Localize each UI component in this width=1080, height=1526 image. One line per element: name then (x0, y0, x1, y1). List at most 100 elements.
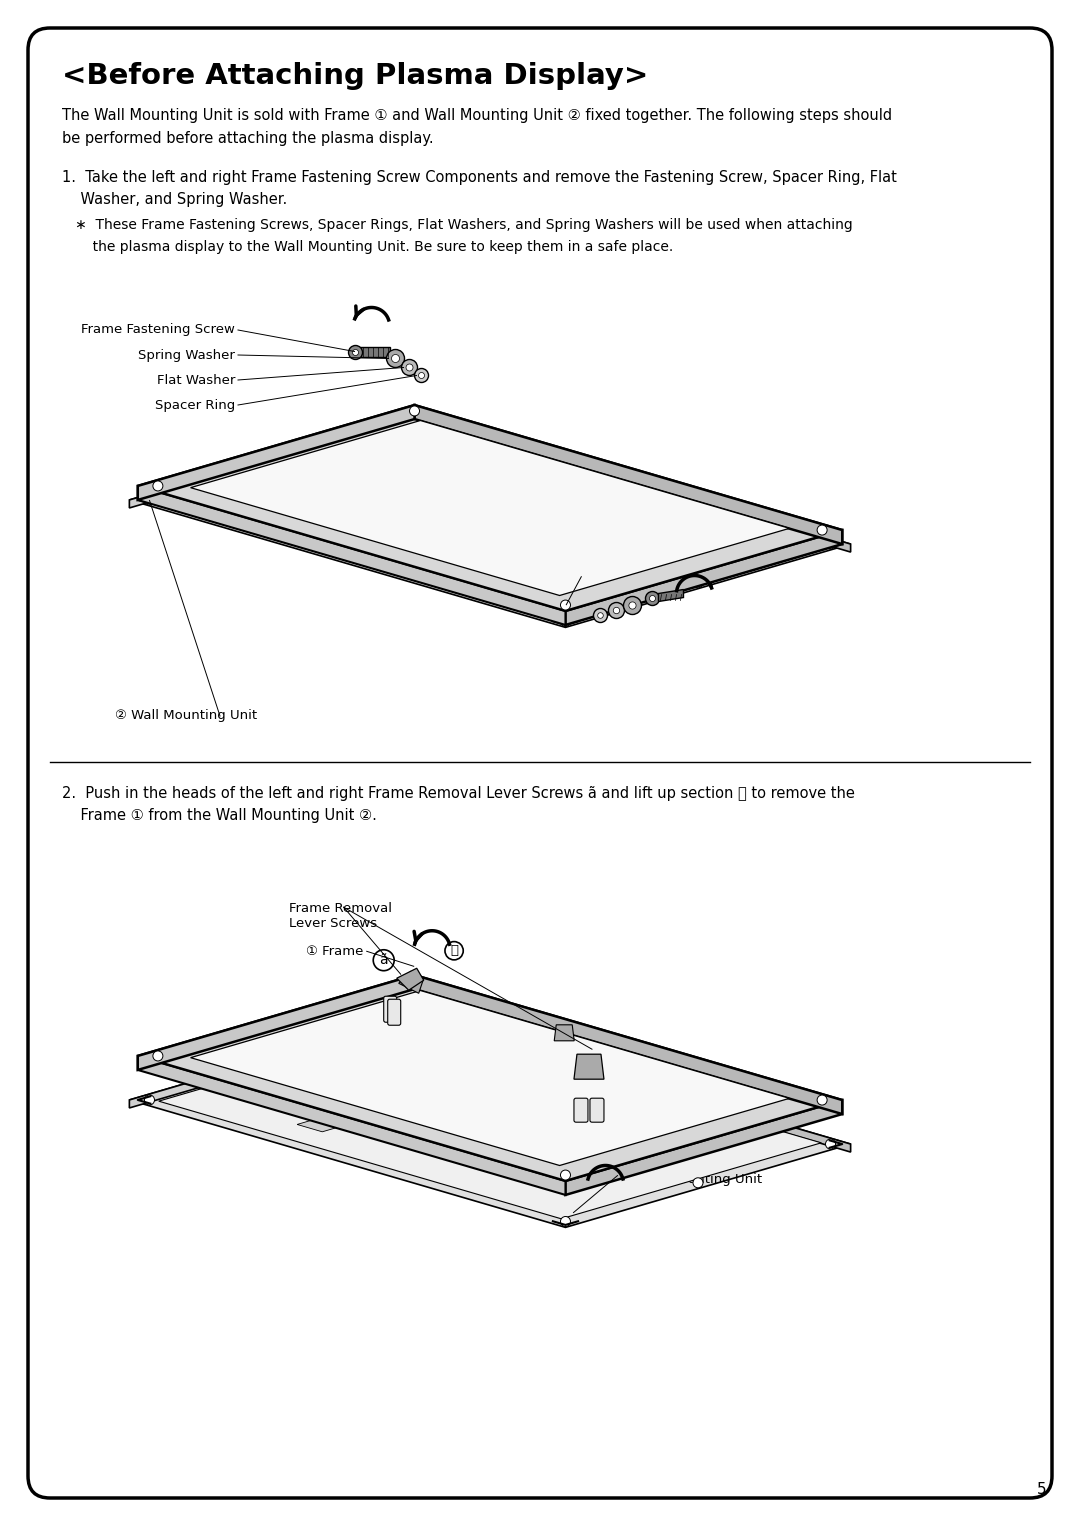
Polygon shape (415, 975, 842, 1114)
Polygon shape (554, 1025, 575, 1041)
Circle shape (352, 349, 359, 356)
Text: Frame Fastening Screw: Frame Fastening Screw (81, 324, 235, 337)
Circle shape (561, 617, 570, 627)
Text: ② Wall Mounting Unit: ② Wall Mounting Unit (621, 1172, 762, 1186)
Polygon shape (566, 530, 842, 626)
Polygon shape (138, 975, 842, 1181)
Polygon shape (573, 1054, 604, 1079)
Polygon shape (419, 501, 562, 543)
Polygon shape (415, 404, 842, 545)
Polygon shape (138, 485, 566, 626)
Text: <Before Attaching Plasma Display>: <Before Attaching Plasma Display> (62, 63, 648, 90)
Text: ⓑ: ⓑ (450, 945, 458, 957)
Circle shape (409, 406, 419, 417)
Circle shape (349, 345, 363, 360)
Text: 1.  Take the left and right Frame Fastening Screw Components and remove the Fast: 1. Take the left and right Frame Fasteni… (62, 169, 896, 185)
Text: ∗  These Frame Fastening Screws, Spacer Rings, Flat Washers, and Spring Washers : ∗ These Frame Fastening Screws, Spacer R… (62, 218, 853, 232)
Text: The Wall Mounting Unit is sold with Frame ① and Wall Mounting Unit ② fixed toget: The Wall Mounting Unit is sold with Fram… (62, 108, 892, 124)
Text: ① Frame: ① Frame (577, 575, 634, 588)
Polygon shape (138, 975, 415, 1070)
Text: the plasma display to the Wall Mounting Unit. Be sure to keep them in a safe pla: the plasma display to the Wall Mounting … (62, 240, 673, 253)
Circle shape (818, 525, 827, 536)
Circle shape (646, 592, 660, 606)
Circle shape (649, 595, 656, 601)
Text: Spring Washer: Spring Washer (138, 348, 235, 362)
FancyBboxPatch shape (590, 1099, 604, 1122)
Polygon shape (396, 967, 423, 990)
FancyBboxPatch shape (383, 996, 396, 1022)
Text: be performed before attaching the plasma display.: be performed before attaching the plasma… (62, 131, 434, 146)
Circle shape (561, 1216, 570, 1227)
Circle shape (594, 609, 607, 623)
Circle shape (825, 539, 836, 549)
Text: Spacer Ring: Spacer Ring (154, 398, 235, 412)
Polygon shape (138, 1056, 566, 1195)
Circle shape (613, 607, 620, 613)
Polygon shape (415, 1016, 851, 1152)
Circle shape (409, 977, 419, 986)
Circle shape (387, 349, 405, 368)
Polygon shape (297, 1119, 343, 1132)
Text: Flat Washer: Flat Washer (157, 374, 235, 386)
Polygon shape (314, 1071, 540, 1137)
Circle shape (825, 1138, 836, 1149)
Circle shape (153, 481, 163, 491)
Polygon shape (399, 971, 423, 993)
Polygon shape (415, 417, 851, 552)
Circle shape (409, 1018, 419, 1027)
Polygon shape (566, 1100, 842, 1195)
Text: ① Frame: ① Frame (307, 945, 364, 958)
Polygon shape (659, 589, 684, 601)
Circle shape (623, 597, 642, 615)
Circle shape (693, 1178, 703, 1187)
Circle shape (818, 1096, 827, 1105)
Polygon shape (314, 1108, 373, 1125)
Polygon shape (138, 404, 842, 610)
Polygon shape (190, 990, 789, 1166)
Circle shape (415, 368, 429, 383)
Circle shape (419, 372, 424, 378)
Polygon shape (440, 1108, 666, 1173)
Polygon shape (314, 470, 540, 537)
Circle shape (597, 613, 604, 618)
Polygon shape (138, 404, 415, 501)
Text: Washer, and Spring Washer.: Washer, and Spring Washer. (62, 192, 287, 208)
Circle shape (693, 578, 703, 588)
Text: 2.  Push in the heads of the left and right Frame Removal Lever Screws ã and lif: 2. Push in the heads of the left and rig… (62, 786, 855, 801)
Circle shape (145, 1096, 154, 1105)
FancyBboxPatch shape (388, 1000, 401, 1025)
Circle shape (276, 456, 287, 467)
Circle shape (561, 1170, 570, 1180)
Polygon shape (314, 507, 373, 525)
Text: ã: ã (607, 1082, 616, 1096)
Polygon shape (159, 1025, 821, 1219)
Polygon shape (360, 348, 390, 357)
Circle shape (409, 418, 419, 427)
Text: Frame ① from the Wall Mounting Unit ②.: Frame ① from the Wall Mounting Unit ②. (62, 807, 377, 823)
Polygon shape (440, 507, 666, 574)
Text: 5: 5 (1037, 1482, 1047, 1497)
Text: ② Wall Mounting Unit: ② Wall Mounting Unit (114, 710, 257, 722)
Polygon shape (190, 421, 789, 595)
Circle shape (402, 360, 418, 375)
Circle shape (276, 1056, 287, 1067)
Circle shape (406, 365, 413, 371)
Polygon shape (297, 519, 343, 531)
Circle shape (153, 1051, 163, 1061)
Circle shape (145, 494, 154, 505)
Polygon shape (419, 1102, 562, 1143)
Text: ã: ã (379, 954, 388, 967)
Circle shape (608, 603, 624, 618)
Polygon shape (130, 417, 415, 508)
Polygon shape (130, 417, 851, 627)
Circle shape (392, 354, 400, 363)
FancyBboxPatch shape (573, 1099, 588, 1122)
Polygon shape (130, 1016, 851, 1227)
Circle shape (629, 601, 636, 609)
Polygon shape (159, 426, 821, 620)
Text: Frame Removal
Lever Screws: Frame Removal Lever Screws (288, 902, 392, 931)
FancyBboxPatch shape (28, 27, 1052, 1499)
Text: ⓑ: ⓑ (623, 1180, 632, 1192)
Circle shape (561, 600, 570, 610)
Polygon shape (130, 1016, 415, 1108)
